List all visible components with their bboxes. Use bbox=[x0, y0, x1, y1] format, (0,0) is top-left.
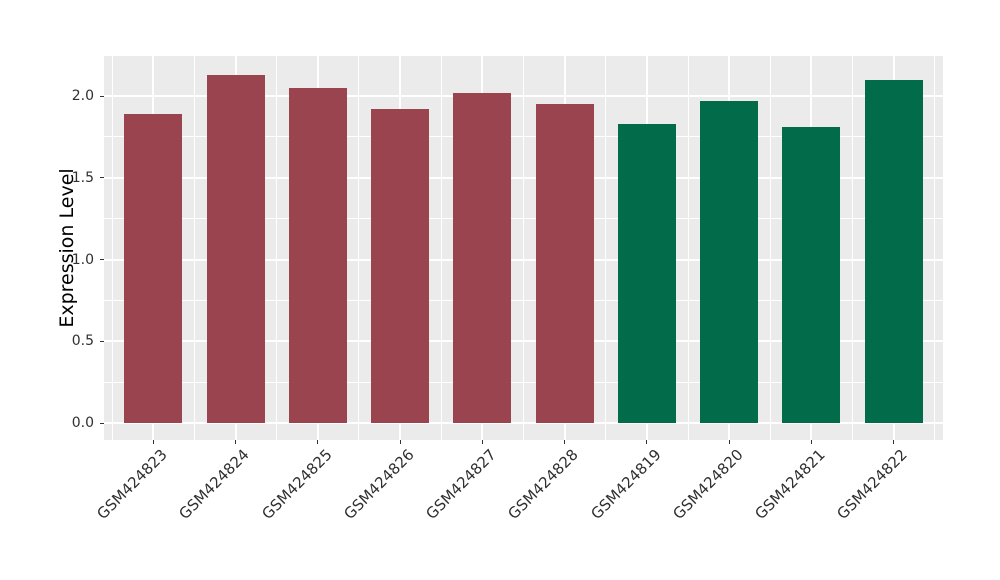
x-tick-mark bbox=[810, 440, 812, 444]
minor-gridline-v bbox=[769, 56, 771, 440]
x-tick-mark bbox=[481, 440, 483, 444]
plot-panel bbox=[104, 56, 943, 440]
x-tick-mark bbox=[235, 440, 237, 444]
x-tick-mark bbox=[152, 440, 154, 444]
bar-GSM424824 bbox=[206, 74, 265, 423]
x-tick-label: GSM424821 bbox=[751, 445, 829, 523]
x-tick-mark bbox=[646, 440, 648, 444]
y-tick-mark bbox=[99, 177, 104, 179]
x-tick-label: GSM424826 bbox=[340, 445, 418, 523]
bar-GSM424825 bbox=[288, 87, 347, 423]
y-tick-mark bbox=[99, 259, 104, 260]
major-gridline-h bbox=[104, 258, 943, 261]
x-tick-label: GSM424827 bbox=[422, 445, 500, 523]
y-tick-mark bbox=[99, 422, 104, 424]
x-tick-mark bbox=[893, 440, 895, 444]
minor-gridline-v bbox=[358, 56, 360, 440]
y-tick-label: 1.5 bbox=[71, 169, 94, 186]
minor-gridline-v bbox=[934, 56, 936, 440]
x-tick-mark bbox=[317, 440, 319, 444]
y-tick-label: 2.0 bbox=[71, 88, 94, 104]
minor-gridline-v bbox=[687, 56, 689, 440]
bar-GSM424823 bbox=[124, 113, 183, 423]
x-tick-label: GSM424820 bbox=[669, 445, 747, 523]
minor-gridline-v bbox=[276, 56, 278, 440]
major-gridline-h bbox=[104, 95, 943, 97]
bar-GSM424820 bbox=[700, 100, 759, 423]
y-tick-label: 0.5 bbox=[71, 333, 94, 350]
bar-GSM424826 bbox=[371, 109, 430, 423]
minor-gridline-v bbox=[605, 56, 607, 440]
x-tick-mark bbox=[399, 440, 401, 444]
x-tick-label: GSM424823 bbox=[93, 445, 171, 523]
minor-gridline-v bbox=[193, 56, 195, 440]
x-tick-mark bbox=[728, 440, 730, 444]
bar-GSM424821 bbox=[782, 127, 841, 423]
x-tick-label: GSM424819 bbox=[586, 445, 665, 523]
x-tick-label: GSM424828 bbox=[504, 445, 582, 523]
major-gridline-h bbox=[104, 422, 943, 424]
major-gridline-h bbox=[104, 176, 943, 179]
y-tick-label: 1.0 bbox=[71, 251, 94, 268]
x-tick-label: GSM424824 bbox=[175, 445, 253, 523]
bar-GSM424822 bbox=[864, 79, 923, 423]
minor-gridline-v bbox=[852, 56, 854, 440]
major-gridline-h bbox=[104, 340, 943, 343]
y-axis-title: Expression Level bbox=[56, 168, 78, 328]
minor-gridline-v bbox=[523, 56, 524, 440]
bar-GSM424828 bbox=[535, 104, 594, 423]
minor-gridline-v bbox=[440, 56, 442, 440]
y-tick-label: 0.0 bbox=[71, 415, 94, 431]
x-tick-mark bbox=[564, 440, 566, 444]
y-tick-mark bbox=[99, 95, 104, 97]
minor-gridline-v bbox=[111, 56, 113, 440]
x-tick-label: GSM424822 bbox=[833, 445, 911, 523]
y-tick-mark bbox=[99, 340, 104, 342]
bar-GSM424819 bbox=[617, 123, 676, 423]
bar-GSM424827 bbox=[453, 92, 512, 423]
x-tick-label: GSM424825 bbox=[257, 445, 336, 523]
